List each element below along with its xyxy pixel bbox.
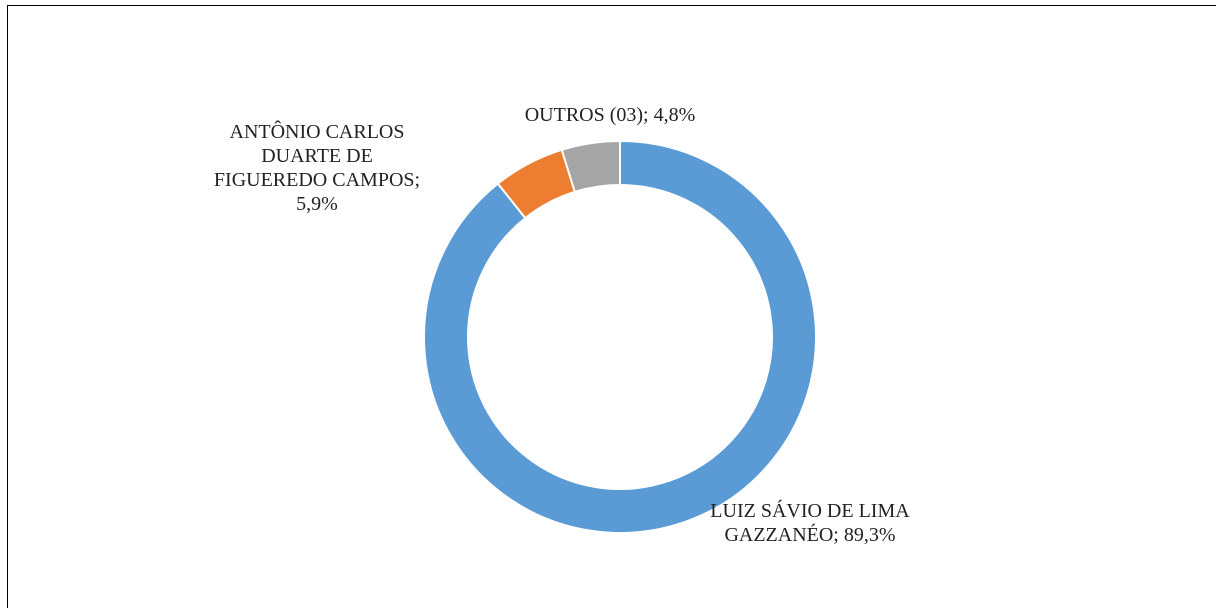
data-label: OUTROS (03); 4,8% <box>460 103 760 127</box>
value-label: 89,3% <box>843 524 896 546</box>
donut-slice <box>423 139 817 534</box>
category-label: OUTROS (03); <box>524 104 649 126</box>
category-label: ANTÔNIO CARLOS DUARTE DE FIGUEREDO CAMPO… <box>213 121 421 191</box>
frame <box>7 5 1216 608</box>
donut-slice <box>560 139 621 194</box>
data-label: LUIZ SÁVIO DE LIMA GAZZANÉO; 89,3% <box>710 499 910 547</box>
value-label: 4,8% <box>653 104 696 126</box>
value-label: 5,9% <box>296 193 338 215</box>
data-label: ANTÔNIO CARLOS DUARTE DE FIGUEREDO CAMPO… <box>212 120 422 216</box>
category-label: LUIZ SÁVIO DE LIMA GAZZANÉO; <box>710 500 910 546</box>
